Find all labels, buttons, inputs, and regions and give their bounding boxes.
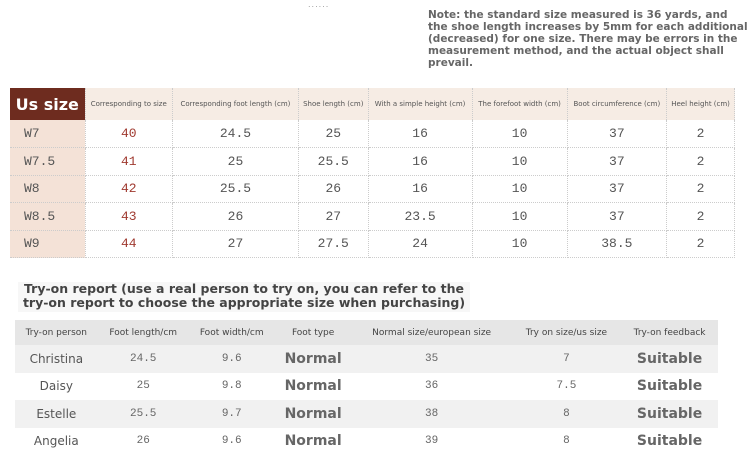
column-header: Heel height (cm) xyxy=(666,88,735,120)
table-cell: 25 xyxy=(136,380,150,393)
table-row: W9 44 27 27.5 24 10 38.5 2 xyxy=(10,230,735,258)
column-header: Try-on person xyxy=(15,320,98,345)
table-cell: 24.5 xyxy=(97,345,189,373)
table-row: Angelia 26 9.6 Normal 39 8 Suitable xyxy=(15,428,718,456)
column-header: Shoe length (cm) xyxy=(298,88,369,120)
table-cell: 26 xyxy=(172,202,299,231)
table-cell: 37 xyxy=(567,147,668,176)
table-cell: 10 xyxy=(472,120,568,148)
table-cell: Normal xyxy=(284,378,342,395)
tryon-title: Try-on report (use a real person to try … xyxy=(18,282,470,312)
table-cell: 10 xyxy=(472,202,568,231)
table-cell: 10 xyxy=(472,175,568,203)
table-cell: Suitable xyxy=(636,378,703,395)
column-header: The forefoot width (cm) xyxy=(472,88,568,120)
table-cell: 39 xyxy=(425,435,439,448)
table-cell: 7.5 xyxy=(556,380,577,393)
table-cell: W7.5 xyxy=(10,147,86,176)
tryon-table-header: Try-on person Foot length/cm Foot width/cm… xyxy=(15,320,718,345)
table-cell: Suitable xyxy=(621,345,718,373)
table-cell: 9.6 xyxy=(221,435,242,448)
table-cell: 2 xyxy=(666,120,735,148)
table-cell: 7 xyxy=(511,345,622,373)
table-cell: 2 xyxy=(666,147,735,176)
table-row: W7 40 24.5 25 16 10 37 2 xyxy=(10,120,735,148)
column-header: Foot type xyxy=(274,320,352,345)
table-cell: 37 xyxy=(567,175,668,203)
table-row: W7.5 41 25 25.5 16 10 37 2 xyxy=(10,147,735,176)
table-cell: 25.5 xyxy=(97,400,189,428)
table-cell: Christina xyxy=(15,345,98,373)
column-header: Try-on feedback xyxy=(621,320,718,345)
table-cell: 2 xyxy=(666,175,735,203)
table-cell: 26 xyxy=(136,435,150,448)
table-cell: 27 xyxy=(172,230,299,258)
table-cell: Normal xyxy=(274,345,352,373)
decorative-dots: ...... xyxy=(308,0,330,9)
size-note: Note: the standard size measured is 36 y… xyxy=(428,9,748,69)
column-header: Foot width/cm xyxy=(188,320,275,345)
size-table-header: Us size Corresponding to size Correspondin… xyxy=(10,88,735,120)
table-cell: 2 xyxy=(666,230,735,258)
column-header: Corresponding to size xyxy=(85,88,173,120)
table-cell: 8 xyxy=(563,435,570,448)
table-cell: Daisy xyxy=(39,379,73,394)
table-cell: 41 xyxy=(85,147,173,176)
size-table: Us size Corresponding to size Correspondin… xyxy=(10,88,735,258)
table-row: W8 42 25.5 26 16 10 37 2 xyxy=(10,175,735,203)
table-cell: 24.5 xyxy=(172,120,299,148)
table-cell: 25 xyxy=(172,147,299,176)
column-header: Corresponding foot length (cm) xyxy=(172,88,299,120)
table-cell: 10 xyxy=(472,147,568,176)
table-cell: 37 xyxy=(567,202,668,231)
table-cell: 42 xyxy=(85,175,173,203)
table-row: Christina 24.5 9.6 Normal 35 7 Suitable xyxy=(15,345,718,373)
table-cell: 24 xyxy=(368,230,473,258)
column-header: With a simple height (cm) xyxy=(368,88,473,120)
table-cell: 38.5 xyxy=(567,230,668,258)
table-cell: 27 xyxy=(298,202,369,231)
table-cell: Angelia xyxy=(33,434,79,449)
table-cell: 37 xyxy=(567,120,668,148)
table-cell: 9.7 xyxy=(188,400,275,428)
table-cell: 36 xyxy=(425,380,439,393)
table-cell: 16 xyxy=(368,175,473,203)
table-cell: 27.5 xyxy=(298,230,369,258)
table-cell: Suitable xyxy=(621,400,718,428)
table-cell: Suitable xyxy=(636,433,703,450)
table-cell: Normal xyxy=(284,433,342,450)
table-cell: 16 xyxy=(368,147,473,176)
table-cell: 43 xyxy=(85,202,173,231)
table-cell: 25.5 xyxy=(298,147,369,176)
table-cell: 35 xyxy=(351,345,512,373)
table-row: Estelle 25.5 9.7 Normal 38 8 Suitable xyxy=(15,400,718,428)
table-cell: 23.5 xyxy=(368,202,473,231)
tryon-table: Try-on person Foot length/cm Foot width/cm… xyxy=(15,320,718,455)
table-cell: 38 xyxy=(351,400,512,428)
table-cell: 8 xyxy=(511,400,622,428)
column-header: Try on size/us size xyxy=(511,320,622,345)
column-header: Us size xyxy=(10,88,86,120)
table-cell: Estelle xyxy=(15,400,98,428)
table-cell: 9.6 xyxy=(188,345,275,373)
column-header: Boot circumference (cm) xyxy=(567,88,668,120)
table-row: Daisy 25 9.8 Normal 36 7.5 Suitable xyxy=(15,373,718,401)
table-cell: 10 xyxy=(472,230,568,258)
table-row: W8.5 43 26 27 23.5 10 37 2 xyxy=(10,202,735,231)
table-cell: 40 xyxy=(85,120,173,148)
table-cell: 25 xyxy=(298,120,369,148)
table-cell: 9.8 xyxy=(221,380,242,393)
column-header: Foot length/cm xyxy=(97,320,189,345)
table-cell: 44 xyxy=(85,230,173,258)
column-header: Normal size/european size xyxy=(351,320,512,345)
table-cell: 25.5 xyxy=(172,175,299,203)
table-cell: W7 xyxy=(10,120,86,148)
table-cell: W9 xyxy=(10,230,86,258)
table-cell: 26 xyxy=(298,175,369,203)
table-cell: 16 xyxy=(368,120,473,148)
table-cell: W8.5 xyxy=(10,202,86,231)
table-cell: 2 xyxy=(666,202,735,231)
table-cell: W8 xyxy=(10,175,86,203)
table-cell: Normal xyxy=(274,400,352,428)
